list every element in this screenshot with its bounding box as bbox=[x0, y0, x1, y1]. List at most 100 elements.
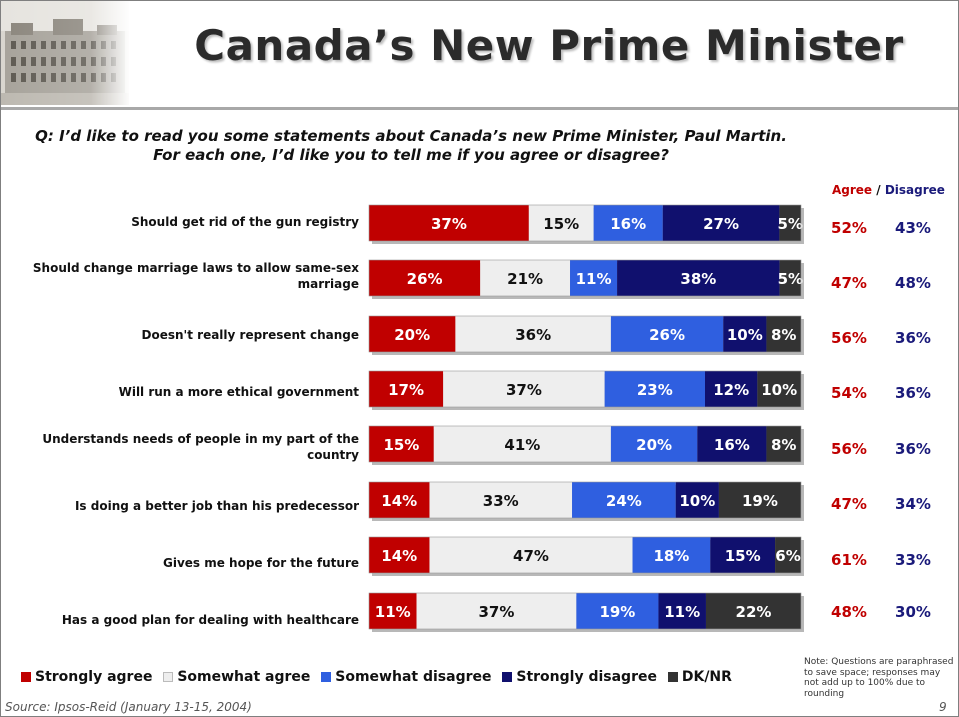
dk-nr-segment bbox=[757, 371, 801, 407]
somewhat-agree-segment bbox=[429, 537, 633, 573]
data-label: 14% bbox=[381, 547, 417, 565]
data-label: 14% bbox=[381, 492, 417, 510]
legend-label: DK/NR bbox=[681, 669, 732, 685]
agree-total: 56% bbox=[831, 440, 867, 458]
disagree-total: 43% bbox=[895, 219, 931, 237]
somewhat-agree-segment bbox=[480, 260, 571, 296]
header-divider bbox=[1, 107, 958, 110]
page-number: 9 bbox=[939, 700, 947, 714]
somewhat-agree-segment bbox=[455, 316, 611, 352]
row-label: Doesn't really represent change bbox=[141, 328, 359, 342]
dk-nr-segment bbox=[766, 426, 801, 462]
data-label: 15% bbox=[383, 436, 419, 454]
strongly-agree-segment bbox=[369, 260, 481, 296]
data-label: 19% bbox=[742, 492, 778, 510]
disagree-total: 33% bbox=[895, 551, 931, 569]
data-label: 18% bbox=[653, 547, 689, 565]
dk-nr-segment bbox=[766, 316, 801, 352]
agree-total: 52% bbox=[831, 219, 867, 237]
data-label: 26% bbox=[649, 326, 685, 344]
somewhat-agree-segment bbox=[416, 593, 577, 629]
data-label: 10% bbox=[761, 381, 797, 399]
agree-total: 56% bbox=[831, 329, 867, 347]
data-label: 24% bbox=[606, 492, 642, 510]
legend-label: Somewhat disagree bbox=[335, 669, 492, 685]
dk-nr-segment bbox=[718, 482, 801, 518]
data-label: 10% bbox=[679, 492, 715, 510]
legend-item: DK/NR bbox=[667, 669, 732, 685]
strongly-disagree-segment bbox=[617, 260, 780, 296]
data-label: 16% bbox=[714, 436, 750, 454]
data-label: 8% bbox=[771, 436, 796, 454]
somewhat-disagree-segment bbox=[632, 537, 711, 573]
somewhat-agree-segment bbox=[528, 205, 594, 241]
header-separator: / bbox=[872, 183, 885, 197]
survey-question: Q: I’d like to read you some statements … bbox=[35, 127, 787, 164]
legend-swatch bbox=[667, 672, 678, 682]
agree-total: 47% bbox=[831, 495, 867, 513]
disagree-total: 36% bbox=[895, 440, 931, 458]
data-label: 5% bbox=[777, 215, 802, 233]
disagree-total: 36% bbox=[895, 384, 931, 402]
slide-header: Canada’s New Prime Minister bbox=[1, 1, 958, 107]
bar-outline bbox=[368, 425, 802, 463]
bar-outline bbox=[368, 481, 802, 519]
data-label: 16% bbox=[610, 215, 646, 233]
strongly-agree-segment bbox=[369, 482, 430, 518]
agree-header: Agree bbox=[832, 183, 873, 197]
bar-outline bbox=[368, 370, 802, 408]
legend-item: Strongly agree bbox=[21, 669, 152, 685]
data-label: 15% bbox=[725, 547, 761, 565]
disagree-total: 34% bbox=[895, 495, 931, 513]
row-label: Should get rid of the gun registry bbox=[131, 215, 359, 229]
agree-total: 61% bbox=[831, 551, 867, 569]
strongly-disagree-segment bbox=[675, 482, 719, 518]
footnote: Note: Questions are paraphrased to save … bbox=[804, 657, 954, 699]
strongly-agree-segment bbox=[369, 205, 529, 241]
data-label: 17% bbox=[388, 381, 424, 399]
strongly-agree-segment bbox=[369, 316, 456, 352]
data-label: 10% bbox=[727, 326, 763, 344]
data-label: 11% bbox=[576, 270, 612, 288]
somewhat-agree-segment bbox=[433, 426, 611, 462]
bar-outline bbox=[368, 592, 802, 630]
data-label: 36% bbox=[515, 326, 551, 344]
disagree-total: 30% bbox=[895, 603, 931, 621]
row-label: Understands needs of people in my part o… bbox=[42, 432, 359, 462]
strongly-agree-segment bbox=[369, 426, 434, 462]
dk-nr-segment bbox=[775, 537, 801, 573]
bar-outline bbox=[368, 315, 802, 353]
data-label: 47% bbox=[513, 547, 549, 565]
legend-item: Somewhat disagree bbox=[321, 669, 491, 685]
disagree-total: 36% bbox=[895, 329, 931, 347]
data-label: 38% bbox=[680, 270, 716, 288]
dk-nr-segment bbox=[779, 205, 801, 241]
data-label: 41% bbox=[504, 436, 540, 454]
legend-swatch bbox=[21, 672, 31, 682]
somewhat-disagree-segment bbox=[610, 316, 724, 352]
bar-outline bbox=[368, 536, 802, 574]
row-label: Should change marriage laws to allow sam… bbox=[32, 261, 359, 291]
data-label: 6% bbox=[775, 547, 800, 565]
data-label: 8% bbox=[771, 326, 796, 344]
data-label: 20% bbox=[636, 436, 672, 454]
page-title: Canada’s New Prime Minister bbox=[194, 21, 904, 70]
legend-item: Somewhat agree bbox=[163, 669, 310, 685]
row-label: Gives me hope for the future bbox=[162, 556, 359, 570]
strongly-disagree-segment bbox=[710, 537, 776, 573]
data-label: 20% bbox=[394, 326, 430, 344]
data-label: 37% bbox=[431, 215, 467, 233]
agree-total: 47% bbox=[831, 274, 867, 292]
agree-total: 54% bbox=[831, 384, 867, 402]
agree-disagree-header: Agree / Disagree bbox=[832, 183, 945, 197]
disagree-header: Disagree bbox=[884, 183, 945, 197]
data-label: 37% bbox=[478, 603, 514, 621]
somewhat-disagree-segment bbox=[570, 260, 618, 296]
somewhat-agree-segment bbox=[429, 482, 573, 518]
chart-legend: Strongly agree Somewhat agree Somewhat d… bbox=[21, 669, 738, 685]
somewhat-agree-segment bbox=[443, 371, 605, 407]
strongly-disagree-segment bbox=[723, 316, 767, 352]
row-label: Will run a more ethical government bbox=[118, 385, 359, 399]
